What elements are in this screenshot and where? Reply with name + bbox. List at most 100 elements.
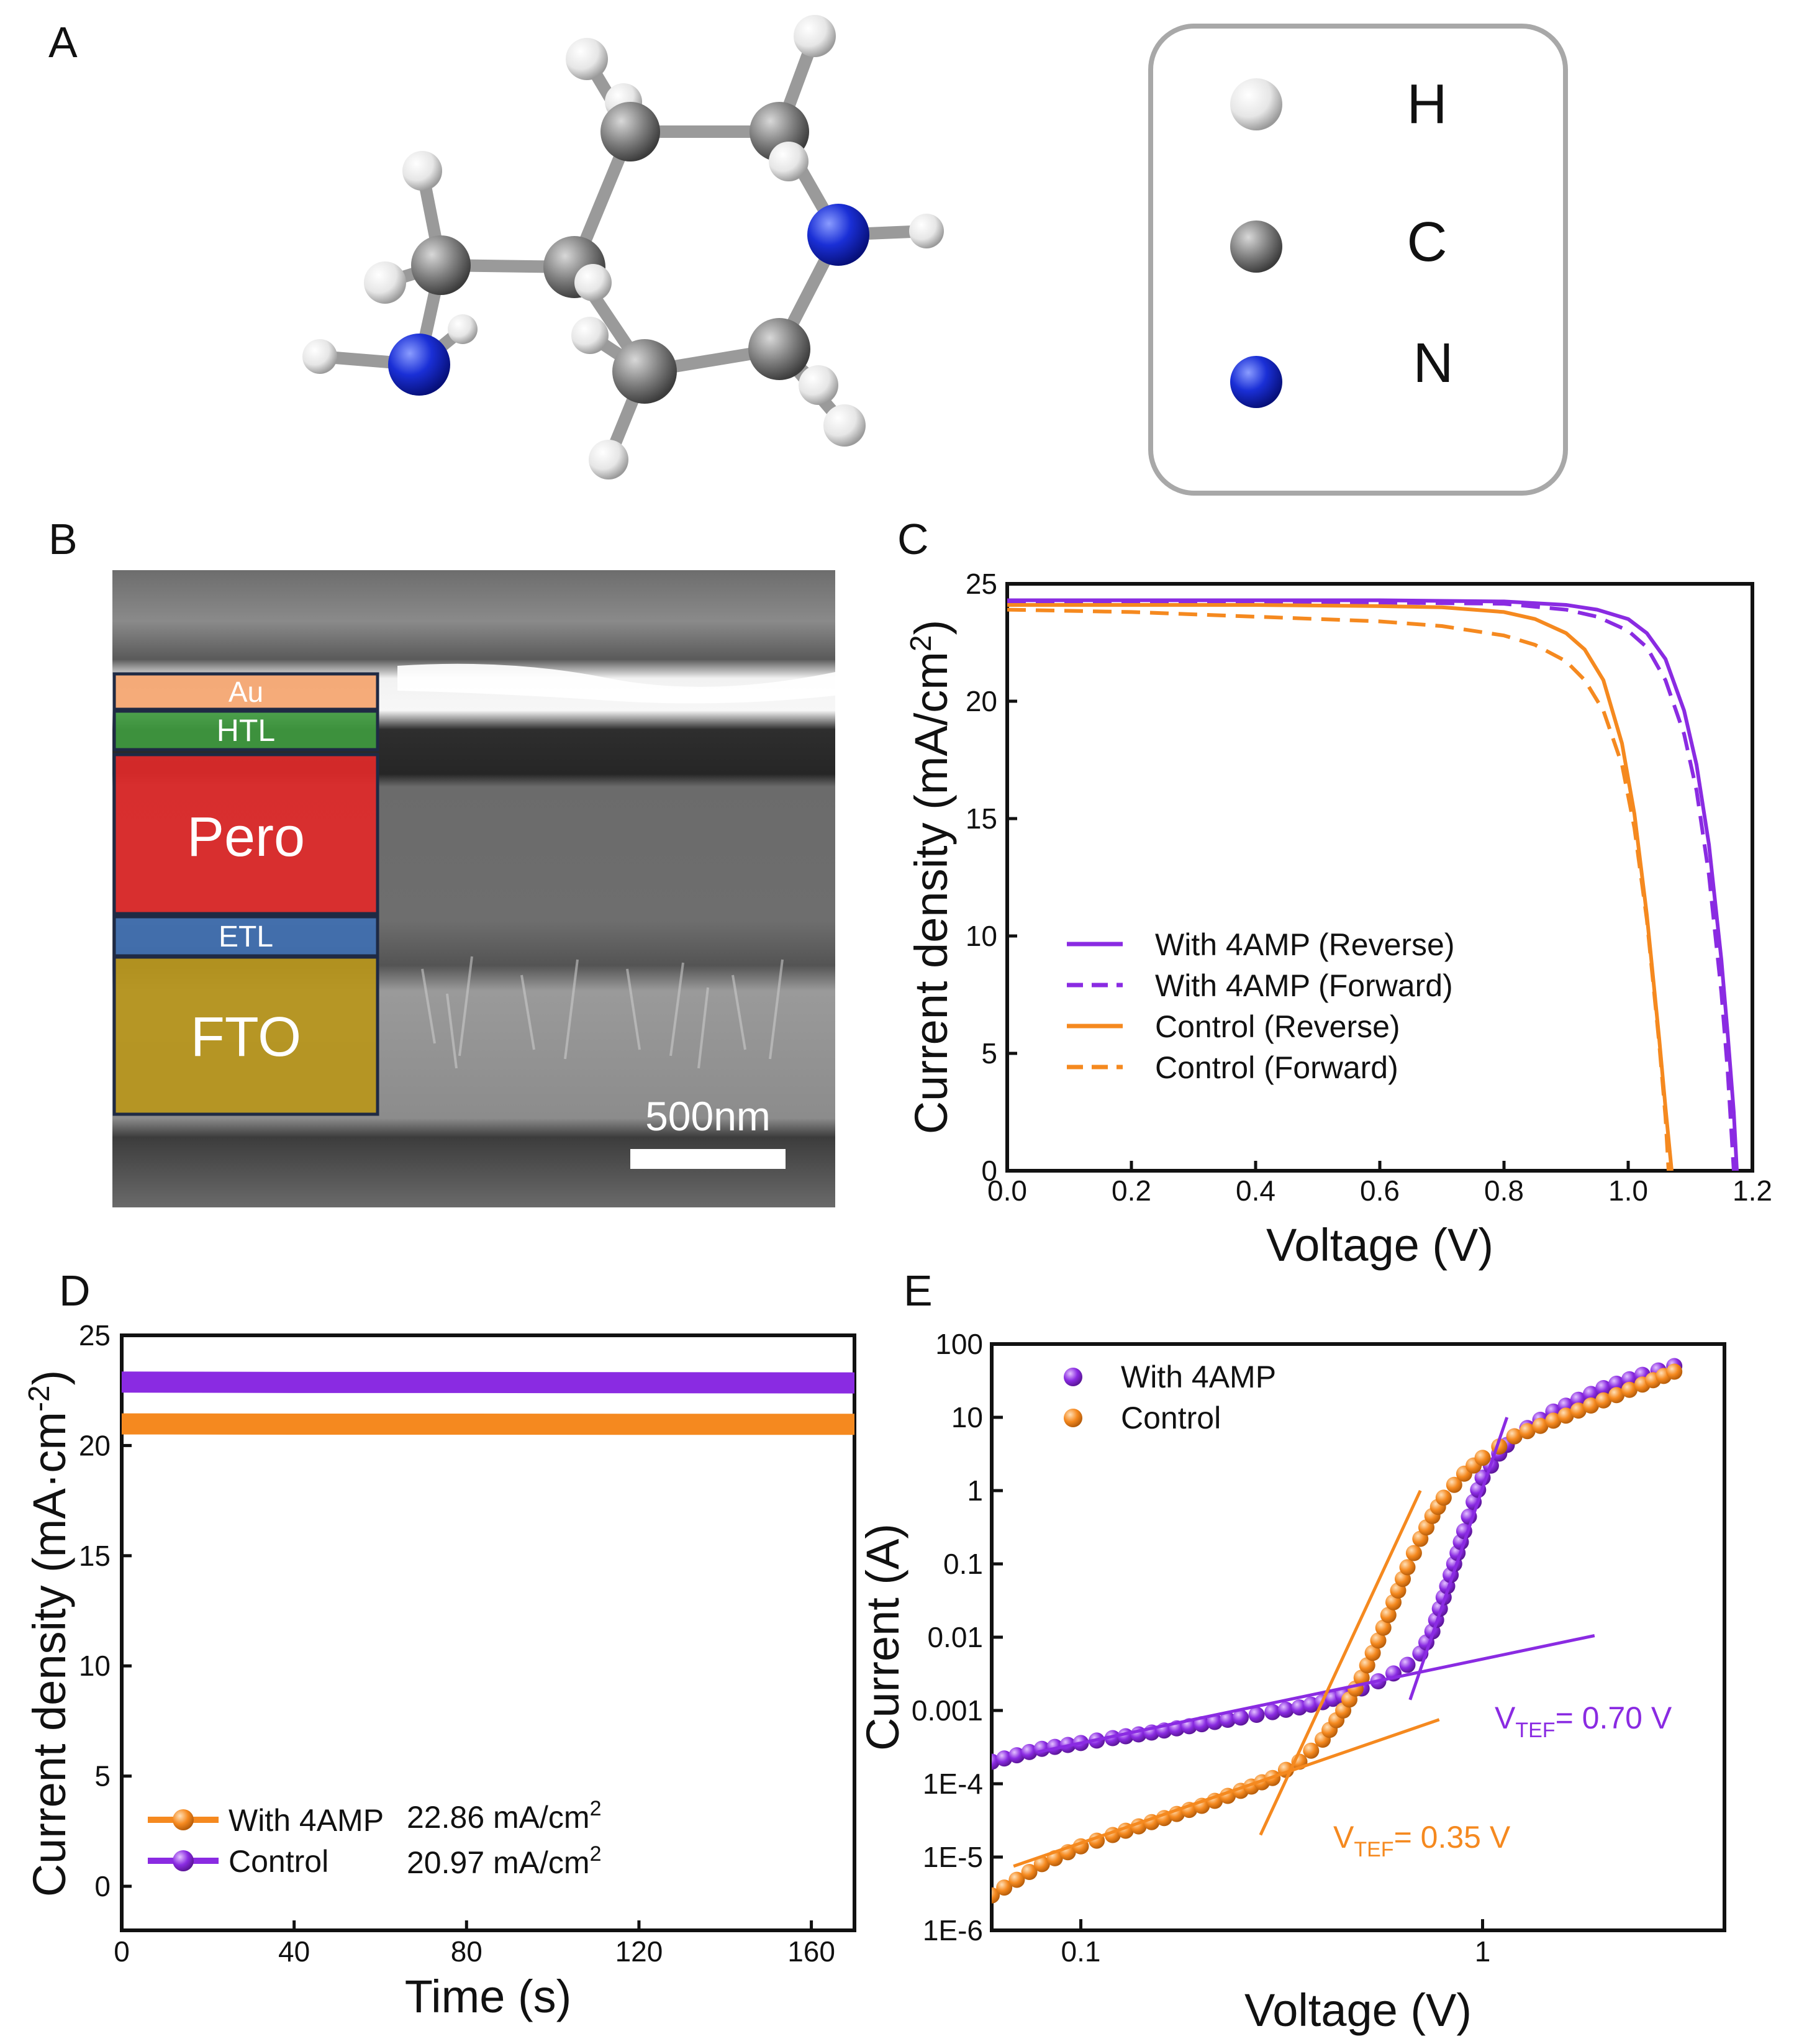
chart-e-point xyxy=(1608,1387,1625,1404)
chart-e-ytick-label: 100 xyxy=(935,1328,983,1360)
chart-d-legend: With 4AMP Control 22.86 mA/cm2 20.97 mA/… xyxy=(148,1797,601,1880)
legend-n-atom-icon xyxy=(1230,356,1282,408)
chart-e-point xyxy=(1359,1657,1375,1674)
annotation-e-vtef-070-sub: TEF xyxy=(1515,1719,1555,1742)
annotation-e-vtef-035-sub: TEF xyxy=(1354,1838,1393,1861)
chart-e-point xyxy=(1370,1632,1387,1649)
legend-c-label-control-reverse: Control (Reverse) xyxy=(1155,1009,1400,1044)
chart-d-ytick-label: 5 xyxy=(94,1760,111,1792)
legend-d-label-control: Control xyxy=(229,1844,328,1879)
chart-e-ytick-label: 0.001 xyxy=(912,1694,983,1727)
chart-e-point xyxy=(1033,1856,1050,1873)
layer-etl-label: ETL xyxy=(219,920,273,953)
chart-e-point xyxy=(1353,1669,1370,1686)
legend-e-label-control: Control xyxy=(1121,1401,1221,1435)
atom-h xyxy=(909,214,944,248)
chart-e-ytick-label: 1E-5 xyxy=(923,1841,983,1873)
chart-d-series-band-1 xyxy=(121,1413,854,1435)
panel-c-letter: C xyxy=(897,515,929,563)
legend-n-label: N xyxy=(1413,332,1454,394)
atom-c xyxy=(612,339,677,404)
chart-c-ytick-label: 5 xyxy=(981,1037,997,1070)
annotation-e-vtef-035: VTEF= 0.35 V xyxy=(1333,1820,1511,1861)
atom-h xyxy=(769,142,809,181)
legend-c-label-4amp-forward: With 4AMP (Forward) xyxy=(1155,968,1453,1003)
chart-c-y-axis-title-tail: ) xyxy=(905,620,957,635)
chart-e-point xyxy=(1248,1707,1265,1723)
chart-c-ytick-label: 15 xyxy=(966,802,997,835)
chart-e-point xyxy=(1364,1645,1381,1661)
chart-c-ytick-label: 20 xyxy=(966,685,997,717)
annotation-d-20-97-sup: 2 xyxy=(590,1842,602,1866)
chart-e-point xyxy=(1621,1381,1638,1398)
legend-h-atom-icon xyxy=(1230,78,1282,130)
chart-e-point xyxy=(1506,1428,1523,1445)
chart-c-xtick-label: 1.2 xyxy=(1733,1174,1772,1207)
chart-c-legend: With 4AMP (Reverse) With 4AMP (Forward) … xyxy=(1067,927,1455,1085)
chart-d-ytick-label: 0 xyxy=(94,1870,111,1902)
chart-e-point xyxy=(996,1879,1013,1896)
annotation-d-22-86: 22.86 mA/cm2 xyxy=(407,1797,601,1835)
legend-c-label: C xyxy=(1407,211,1447,273)
chart-e-point xyxy=(996,1750,1013,1767)
chart-e-point xyxy=(1399,1559,1416,1576)
atom-h xyxy=(574,264,612,301)
chart-e-point xyxy=(1666,1363,1683,1380)
chart-c-ticks: 0.0 0.2 0.4 0.6 0.8 1.0 1.2 0 5 10 15 20 25 xyxy=(966,568,1772,1207)
atom-c xyxy=(600,102,660,161)
chart-c-xtick-label: 0.8 xyxy=(1484,1174,1524,1207)
legend-c-atom-icon xyxy=(1230,220,1282,273)
atom-h xyxy=(448,314,478,344)
chart-d-stability: 0 40 80 120 160 0 5 10 15 20 25 Time (s) Current d… xyxy=(23,1319,856,2022)
chart-d-xtick-label: 160 xyxy=(787,1935,835,1968)
chart-e-point xyxy=(1021,1864,1038,1880)
chart-e-ticks: 0.1 1 1E-6 1E-5 1E-4 0.001 0.01 0.1 1 10 100 xyxy=(912,1328,1490,1968)
layer-fto: FTO xyxy=(112,955,379,1116)
chart-e-point xyxy=(1446,1476,1462,1493)
panel-e-letter: E xyxy=(904,1266,933,1315)
layer-fto-label: FTO xyxy=(191,1006,301,1068)
chart-e-point xyxy=(1519,1423,1536,1440)
layer-pero-label: Pero xyxy=(187,806,305,868)
chart-e-point xyxy=(1303,1742,1320,1759)
layer-au: Au xyxy=(112,672,379,711)
chart-e-ytick-label: 1E-4 xyxy=(923,1768,983,1800)
atom-h xyxy=(402,151,442,191)
scale-bar-label: 500nm xyxy=(645,1093,771,1139)
chart-d-xtick-label: 120 xyxy=(615,1935,663,1968)
chart-d-series-band-0 xyxy=(121,1371,855,1394)
legend-d-marker-control xyxy=(173,1850,194,1871)
legend-e-label-with-4amp: With 4AMP xyxy=(1121,1360,1276,1394)
atom-n xyxy=(388,334,450,396)
chart-e-point xyxy=(1220,1712,1236,1728)
layer-etl: ETL xyxy=(112,915,379,958)
chart-c-y-axis-title-sup: 2 xyxy=(905,635,938,652)
chart-d-ytick-label: 10 xyxy=(79,1650,111,1682)
chart-e-x-axis-title: Voltage (V) xyxy=(1244,1984,1472,2036)
chart-c-series-line-2 xyxy=(1007,603,1674,1171)
legend-d-label-with-4amp: With 4AMP xyxy=(229,1803,384,1838)
chart-c-xtick-label: 0.6 xyxy=(1360,1174,1400,1207)
annotation-e-vtef-070-value: = 0.70 V xyxy=(1556,1701,1672,1735)
chart-c-series xyxy=(1007,598,1739,1171)
legend-d-marker-with-4amp xyxy=(173,1809,194,1830)
chart-e-fit-line-1 xyxy=(1408,1417,1509,1701)
chart-e-fit-line-2 xyxy=(1013,1718,1440,1868)
panel-d-letter: D xyxy=(59,1266,91,1315)
chart-e-point xyxy=(1570,1402,1587,1419)
annotation-e-vtef-070: VTEF= 0.70 V xyxy=(1495,1701,1672,1742)
chart-c-ytick-label: 25 xyxy=(966,568,997,600)
atom-c xyxy=(411,235,471,295)
layer-au-label: Au xyxy=(229,676,263,708)
chart-c-jv-curves: 0.0 0.2 0.4 0.6 0.8 1.0 1.2 0 5 10 15 20 25 Voltage … xyxy=(905,568,1772,1271)
molecule-atoms xyxy=(302,15,944,479)
chart-e-point xyxy=(1545,1412,1562,1429)
chart-c-xtick-label: 0.0 xyxy=(987,1174,1027,1207)
chart-e-point xyxy=(1008,1871,1025,1888)
chart-e-point xyxy=(1532,1417,1549,1434)
chart-c-ytick-label: 0 xyxy=(981,1155,997,1187)
chart-e-point xyxy=(1583,1386,1599,1402)
chart-c-ytick-label: 10 xyxy=(966,920,997,952)
chart-e-fit-line-3 xyxy=(1259,1489,1422,1836)
